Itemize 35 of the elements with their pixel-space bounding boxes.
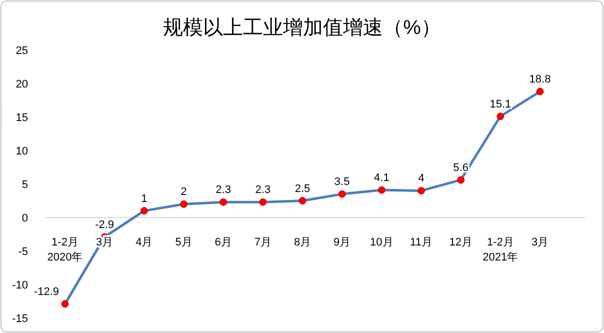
y-tick-label: 10 [16,146,28,158]
y-tick-label: -5 [18,246,28,258]
data-label: 2.5 [294,182,310,195]
x-tick-label: 12月 [449,236,472,248]
x-tick-label: 5月 [175,236,192,248]
data-label: 3.5 [334,176,350,188]
x-tick-label: 1-2月 2020年 [47,236,83,264]
data-label: -12.9 [34,286,59,298]
y-tick-label: -15 [12,313,28,325]
x-tick-label: 9月 [334,236,351,248]
y-tick-label: 25 [16,45,28,57]
y-tick-label: 0 [22,212,28,224]
data-label: 5.6 [453,162,468,174]
data-label: 1 [141,192,148,205]
x-tick-label: 7月 [254,236,272,248]
data-label: 2.3 [216,184,231,196]
y-tick-label: 20 [16,78,28,90]
x-tick-label: 3月 [531,236,549,248]
x-tick-label: 1-2月 2021年 [482,236,518,264]
x-tick-label: 4月 [136,236,153,248]
data-label: 18.8 [529,74,551,86]
data-label: 4.1 [374,172,390,184]
x-tick-label: 11月 [410,236,432,248]
chart-title: 规模以上工业增加值增速（%） [163,17,441,39]
data-label: 2.3 [255,184,271,196]
y-tick-label: 15 [16,112,28,124]
data-label: 15.1 [490,98,512,110]
y-tick-label: -10 [12,280,28,292]
x-tick-label: 6月 [214,236,232,248]
data-label: -2.9 [95,218,114,231]
data-label: 2 [180,186,187,198]
x-tick-label: 8月 [294,236,312,248]
data-label: 4 [418,172,424,185]
x-tick-label: 10月 [370,236,394,248]
y-tick-label: 5 [22,179,28,191]
